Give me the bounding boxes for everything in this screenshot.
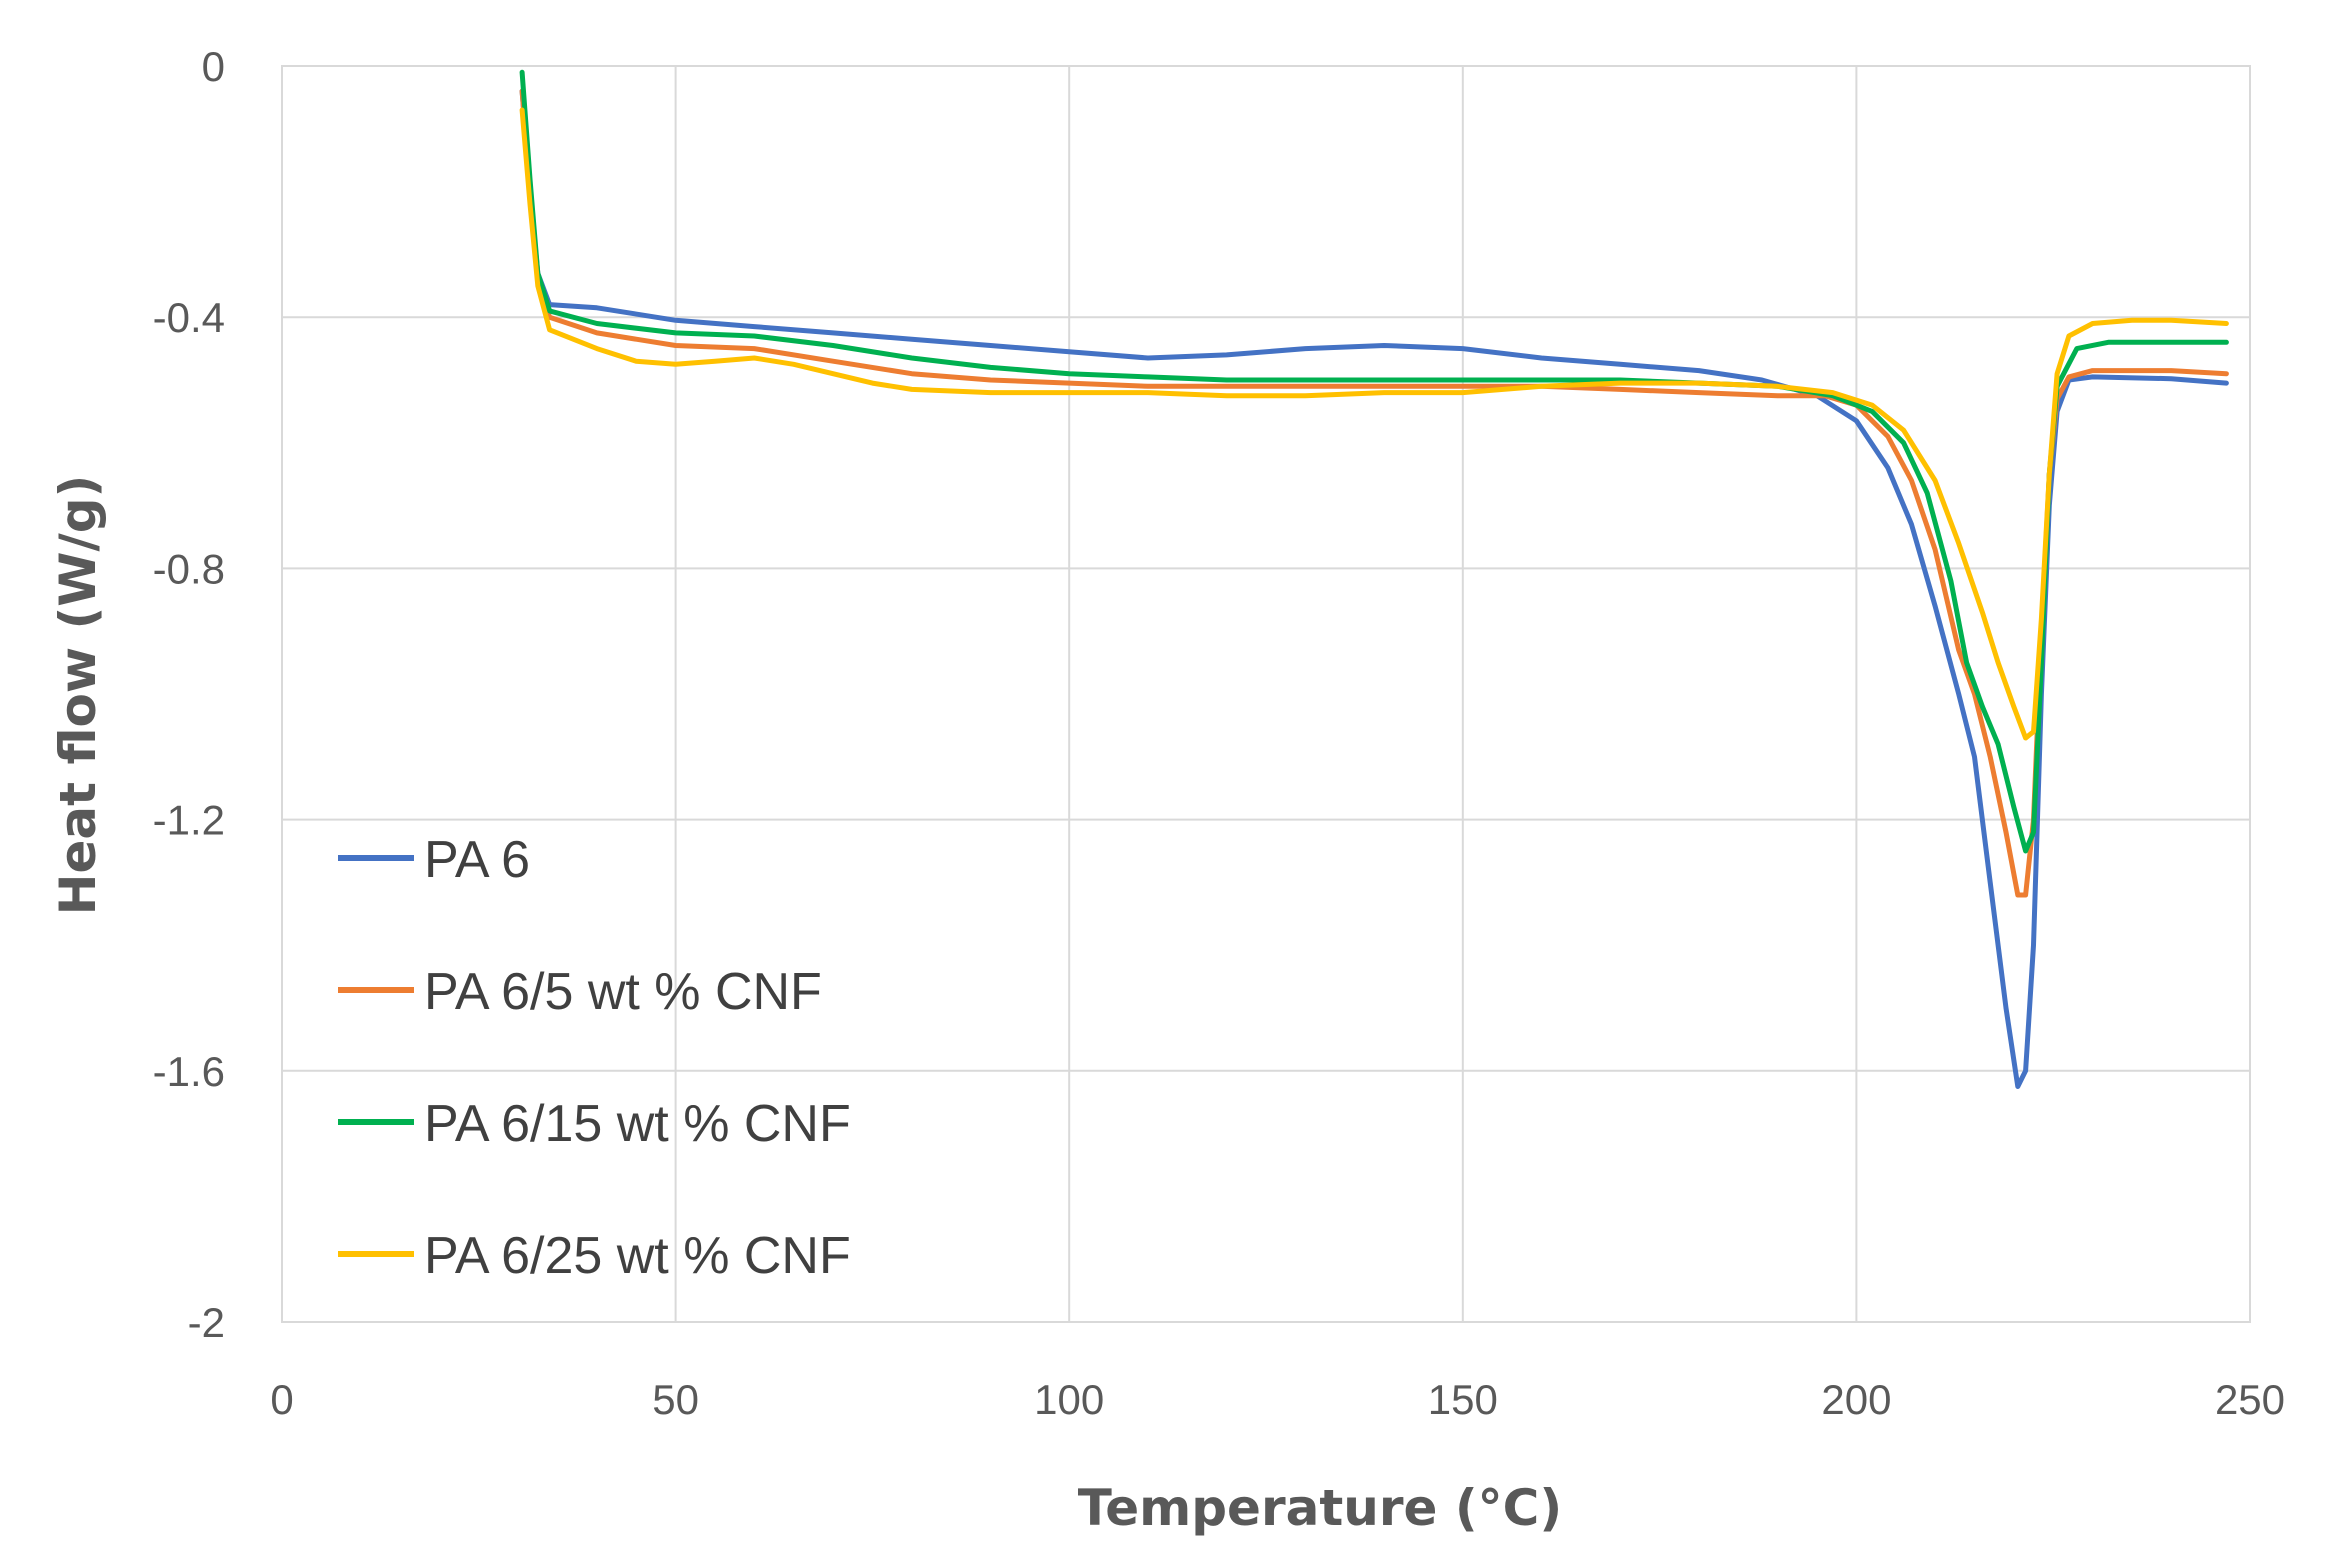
y-tick-label: -0.4 [153,294,225,341]
x-tick-label: 0 [270,1376,293,1423]
x-tick-label: 150 [1428,1376,1498,1423]
x-axis-title: Temperature (°C) [1078,1479,1562,1537]
series-line [519,88,2229,1089]
legend-entry-label: PA 6 [424,831,530,889]
y-tick-label: -0.8 [153,545,225,592]
series-line [519,107,2229,741]
y-axis-title: Heat flow (W/g) [49,475,107,916]
series-line [519,88,2229,898]
x-tick-label: 50 [652,1376,699,1423]
y-tick-label: -2 [188,1299,225,1346]
legend-entry-label: PA 6/5 wt % CNF [424,963,822,1021]
x-tick-label: 200 [1821,1376,1891,1423]
legend-entry-label: PA 6/15 wt % CNF [424,1095,851,1153]
legend: PA 6 PA 6/5 wt % CNF PA 6/15 wt % CNF PA 6/… [338,831,851,1285]
y-tick-label: -1.6 [153,1048,225,1095]
legend-entry-label: PA 6/25 wt % CNF [424,1227,851,1285]
x-tick-label: 100 [1034,1376,1104,1423]
series-layer [519,69,2229,1089]
tick-labels: 0 50 100 150 200 250 0 -0.4 -0.8 -1.2 -1.6 -2 [153,43,2285,1423]
x-tick-label: 250 [2215,1376,2285,1423]
plot-area-border [281,65,2251,1323]
y-tick-label: 0 [202,43,225,90]
y-tick-label: -1.2 [153,797,225,844]
